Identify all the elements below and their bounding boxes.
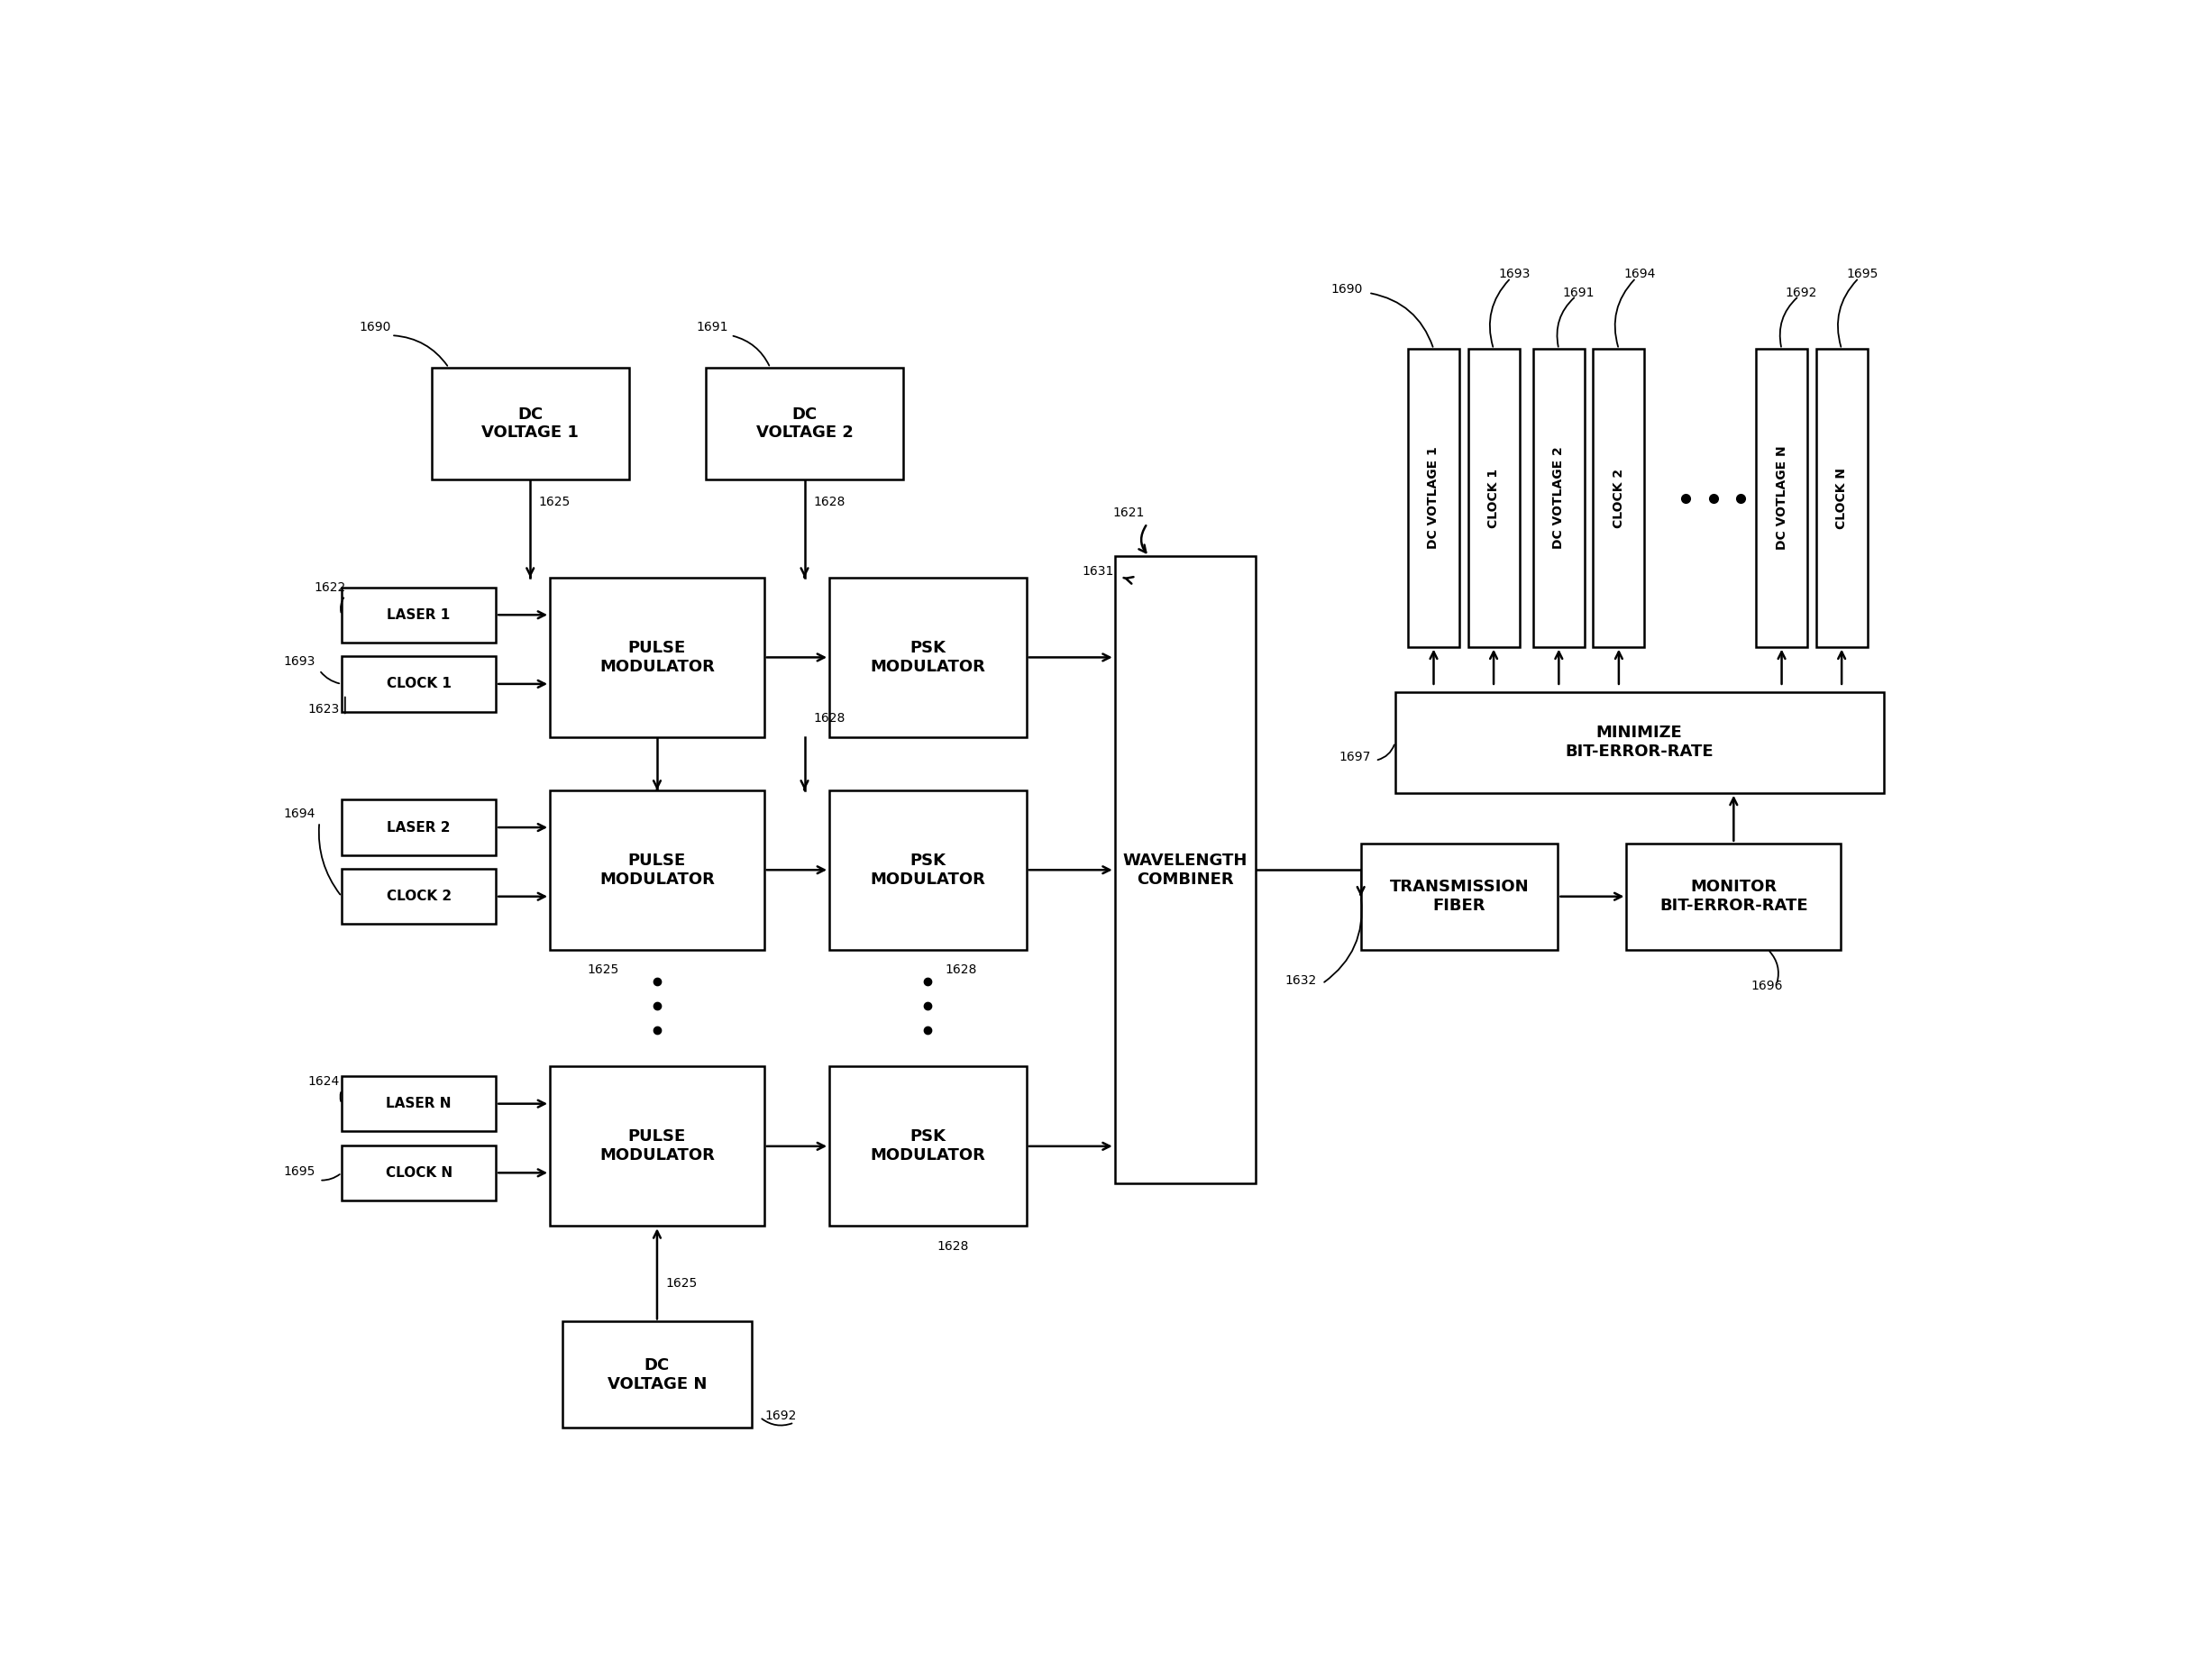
Text: 1696: 1696 — [1750, 980, 1783, 992]
Text: 1625: 1625 — [540, 496, 571, 509]
Text: 1695: 1695 — [283, 1166, 316, 1177]
Text: LASER 1: LASER 1 — [387, 608, 451, 621]
Text: CLOCK 1: CLOCK 1 — [1486, 468, 1500, 528]
FancyBboxPatch shape — [1756, 349, 1807, 646]
FancyBboxPatch shape — [551, 1067, 763, 1226]
FancyBboxPatch shape — [1626, 843, 1840, 950]
Text: PULSE
MODULATOR: PULSE MODULATOR — [599, 640, 714, 675]
Text: 1628: 1628 — [945, 964, 978, 977]
FancyBboxPatch shape — [551, 790, 763, 950]
Text: 1694: 1694 — [1624, 267, 1657, 281]
FancyBboxPatch shape — [706, 367, 902, 479]
Text: 1694: 1694 — [283, 807, 316, 820]
Text: 1623: 1623 — [307, 703, 338, 716]
Text: 1691: 1691 — [697, 321, 728, 334]
FancyBboxPatch shape — [1469, 349, 1520, 646]
Text: 1628: 1628 — [814, 496, 845, 509]
FancyBboxPatch shape — [1115, 556, 1256, 1184]
FancyBboxPatch shape — [341, 1075, 495, 1131]
Text: DC VOTLAGE N: DC VOTLAGE N — [1776, 446, 1787, 549]
Text: 1692: 1692 — [1785, 287, 1816, 299]
Text: 1628: 1628 — [814, 711, 845, 725]
Text: PULSE
MODULATOR: PULSE MODULATOR — [599, 852, 714, 887]
Text: DC
VOLTAGE 2: DC VOLTAGE 2 — [757, 406, 854, 441]
FancyBboxPatch shape — [1396, 691, 1885, 793]
Text: 1621: 1621 — [1113, 506, 1146, 519]
Text: DC
VOLTAGE N: DC VOLTAGE N — [608, 1358, 708, 1393]
Text: DC VOTLAGE 2: DC VOTLAGE 2 — [1553, 446, 1566, 549]
Text: 1691: 1691 — [1562, 287, 1595, 299]
Text: DC
VOLTAGE 1: DC VOLTAGE 1 — [482, 406, 580, 441]
FancyBboxPatch shape — [551, 578, 763, 736]
Text: PULSE
MODULATOR: PULSE MODULATOR — [599, 1129, 714, 1164]
Text: WAVELENGTH
COMBINER: WAVELENGTH COMBINER — [1124, 852, 1248, 887]
Text: 1690: 1690 — [358, 321, 392, 334]
FancyBboxPatch shape — [830, 790, 1026, 950]
Text: CLOCK N: CLOCK N — [1836, 468, 1847, 529]
FancyBboxPatch shape — [1407, 349, 1460, 646]
Text: 1628: 1628 — [936, 1239, 969, 1252]
Text: 1693: 1693 — [1500, 267, 1531, 281]
Text: PSK
MODULATOR: PSK MODULATOR — [869, 1129, 987, 1164]
FancyBboxPatch shape — [341, 868, 495, 924]
Text: 1693: 1693 — [283, 655, 316, 668]
FancyBboxPatch shape — [1816, 349, 1867, 646]
Text: 1631: 1631 — [1082, 564, 1115, 578]
Text: 1690: 1690 — [1332, 284, 1363, 296]
Text: LASER N: LASER N — [387, 1097, 451, 1111]
Text: PSK
MODULATOR: PSK MODULATOR — [869, 640, 987, 675]
Text: MINIMIZE
BIT-ERROR-RATE: MINIMIZE BIT-ERROR-RATE — [1566, 725, 1714, 760]
FancyBboxPatch shape — [341, 800, 495, 855]
FancyBboxPatch shape — [562, 1321, 752, 1428]
Text: 1625: 1625 — [588, 964, 619, 977]
Text: CLOCK 1: CLOCK 1 — [387, 676, 451, 691]
FancyBboxPatch shape — [341, 1146, 495, 1201]
Text: PSK
MODULATOR: PSK MODULATOR — [869, 852, 987, 887]
FancyBboxPatch shape — [431, 367, 628, 479]
Text: 1622: 1622 — [314, 581, 345, 593]
FancyBboxPatch shape — [830, 578, 1026, 736]
Text: CLOCK N: CLOCK N — [385, 1166, 451, 1179]
FancyBboxPatch shape — [1593, 349, 1644, 646]
Text: 1697: 1697 — [1338, 752, 1371, 763]
Text: TRANSMISSION
FIBER: TRANSMISSION FIBER — [1389, 878, 1528, 913]
Text: 1625: 1625 — [666, 1278, 697, 1289]
Text: 1695: 1695 — [1847, 267, 1878, 281]
Text: CLOCK 2: CLOCK 2 — [387, 890, 451, 903]
Text: 1624: 1624 — [307, 1075, 338, 1087]
Text: 1692: 1692 — [765, 1409, 796, 1423]
Text: MONITOR
BIT-ERROR-RATE: MONITOR BIT-ERROR-RATE — [1659, 878, 1807, 913]
Text: 1632: 1632 — [1285, 974, 1316, 987]
FancyBboxPatch shape — [341, 588, 495, 643]
FancyBboxPatch shape — [830, 1067, 1026, 1226]
FancyBboxPatch shape — [341, 656, 495, 711]
Text: LASER 2: LASER 2 — [387, 820, 451, 835]
FancyBboxPatch shape — [1533, 349, 1584, 646]
Text: DC VOTLAGE 1: DC VOTLAGE 1 — [1427, 446, 1440, 549]
Text: CLOCK 2: CLOCK 2 — [1613, 468, 1626, 528]
FancyBboxPatch shape — [1360, 843, 1557, 950]
